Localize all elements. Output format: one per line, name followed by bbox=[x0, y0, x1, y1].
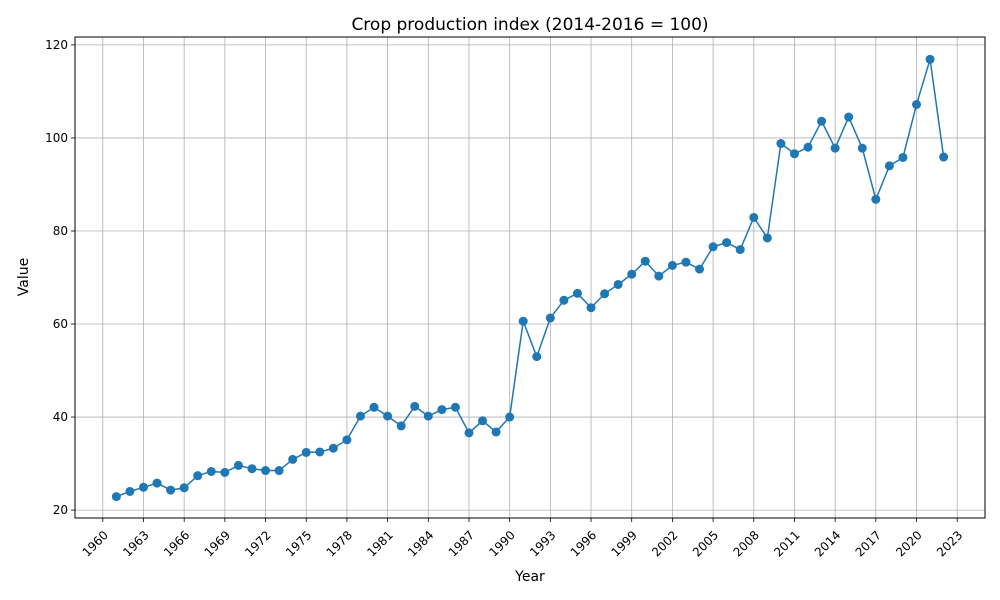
axis-ticks: 1960 1963 1966 1969 1972 1975 1978 1981 1984 1987… bbox=[45, 38, 965, 560]
x-tick-label: 1963 bbox=[120, 528, 151, 559]
data-point bbox=[396, 421, 406, 431]
y-tick-label: 60 bbox=[53, 317, 68, 331]
data-point bbox=[776, 139, 786, 149]
data-point bbox=[450, 402, 460, 412]
y-tick-label: 20 bbox=[53, 503, 68, 517]
data-point bbox=[505, 412, 515, 422]
x-tick-label: 1987 bbox=[446, 528, 477, 559]
x-tick-label: 2014 bbox=[812, 528, 843, 559]
data-point bbox=[695, 264, 705, 274]
y-tick-label: 80 bbox=[53, 224, 68, 238]
x-axis-label: Year bbox=[514, 569, 545, 585]
data-point bbox=[261, 466, 271, 476]
data-point bbox=[830, 143, 840, 153]
data-point bbox=[627, 269, 637, 279]
x-tick-label: 2023 bbox=[934, 528, 965, 559]
data-point bbox=[179, 483, 189, 493]
data-point bbox=[762, 233, 772, 243]
data-point bbox=[491, 427, 501, 437]
data-point bbox=[301, 447, 311, 457]
data-series bbox=[111, 54, 949, 502]
x-tick-label: 1966 bbox=[161, 528, 192, 559]
data-point bbox=[166, 485, 176, 495]
data-point bbox=[749, 212, 759, 222]
data-point bbox=[640, 256, 650, 266]
data-point bbox=[654, 271, 664, 281]
data-point bbox=[532, 352, 542, 362]
data-point bbox=[152, 478, 162, 488]
data-point bbox=[586, 303, 596, 313]
data-point bbox=[111, 492, 121, 502]
x-tick-label: 1960 bbox=[80, 528, 111, 559]
data-point bbox=[220, 467, 230, 477]
x-tick-label: 1975 bbox=[283, 528, 314, 559]
data-point bbox=[912, 99, 922, 109]
data-point bbox=[789, 149, 799, 159]
x-tick-label: 1993 bbox=[527, 528, 558, 559]
data-point bbox=[518, 316, 528, 326]
data-point bbox=[681, 257, 691, 267]
data-point bbox=[871, 194, 881, 204]
data-point bbox=[233, 460, 243, 470]
data-point bbox=[857, 143, 867, 153]
y-tick-label: 100 bbox=[45, 131, 68, 145]
x-tick-label: 1981 bbox=[364, 528, 395, 559]
y-tick-label: 120 bbox=[45, 38, 68, 52]
data-point bbox=[925, 54, 935, 64]
x-tick-label: 1996 bbox=[568, 528, 599, 559]
data-point bbox=[315, 447, 325, 457]
data-point bbox=[844, 112, 854, 122]
data-point bbox=[939, 152, 949, 162]
x-tick-label: 2020 bbox=[893, 528, 924, 559]
x-tick-label: 2011 bbox=[771, 528, 802, 559]
data-point bbox=[545, 313, 555, 323]
x-tick-label: 1984 bbox=[405, 528, 436, 559]
data-point bbox=[722, 238, 732, 248]
data-point bbox=[355, 411, 365, 421]
x-tick-label: 2008 bbox=[731, 528, 762, 559]
x-tick-label: 2017 bbox=[853, 528, 884, 559]
data-point bbox=[478, 416, 488, 426]
data-point bbox=[342, 435, 352, 445]
data-point bbox=[138, 482, 148, 492]
data-point bbox=[247, 464, 257, 474]
x-tick-label: 2002 bbox=[649, 528, 680, 559]
data-point bbox=[125, 486, 135, 496]
data-point bbox=[803, 142, 813, 152]
y-tick-label: 40 bbox=[53, 410, 68, 424]
x-tick-label: 1978 bbox=[324, 528, 355, 559]
y-axis-label: Value bbox=[16, 258, 32, 296]
data-point bbox=[613, 279, 623, 289]
data-point bbox=[423, 411, 433, 421]
data-point bbox=[898, 152, 908, 162]
data-point bbox=[288, 454, 298, 464]
plot-area-frame bbox=[74, 36, 986, 519]
data-point bbox=[559, 295, 569, 305]
data-point bbox=[410, 401, 420, 411]
grid-lines bbox=[75, 37, 985, 518]
data-point bbox=[572, 288, 582, 298]
x-tick-label: 1990 bbox=[486, 528, 517, 559]
x-tick-label: 1999 bbox=[608, 528, 639, 559]
x-tick-label: 1972 bbox=[242, 528, 273, 559]
data-point bbox=[328, 443, 338, 453]
data-point bbox=[437, 405, 447, 415]
data-point bbox=[884, 161, 894, 171]
data-point bbox=[464, 428, 474, 438]
data-point bbox=[600, 289, 610, 299]
data-point bbox=[708, 242, 718, 252]
data-point bbox=[206, 466, 216, 476]
data-point bbox=[369, 402, 379, 412]
data-point bbox=[817, 116, 827, 126]
data-point bbox=[667, 260, 677, 270]
x-tick-label: 2005 bbox=[690, 528, 721, 559]
data-point bbox=[383, 411, 393, 421]
data-point bbox=[735, 245, 745, 255]
x-tick-label: 1969 bbox=[202, 528, 233, 559]
data-point bbox=[274, 466, 284, 476]
data-point bbox=[193, 471, 203, 481]
chart-title: Crop production index (2014-2016 = 100) bbox=[351, 15, 708, 35]
